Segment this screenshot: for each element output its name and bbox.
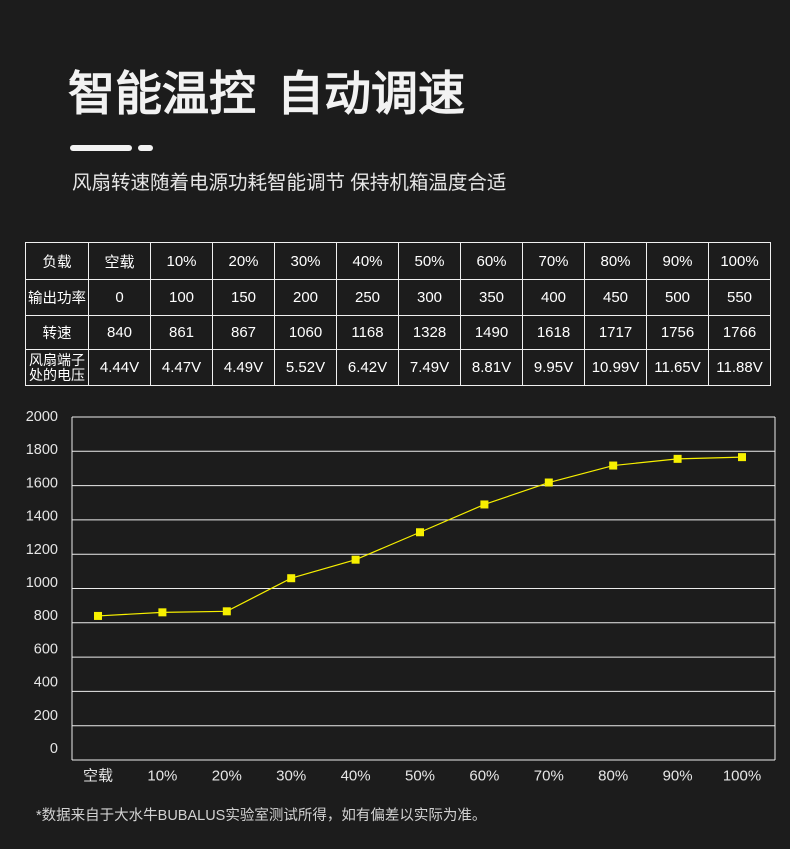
load-row: 负载 空载 10% 20% 30% 40% 50% 60% 70% 80% 90… xyxy=(25,242,771,280)
speed-cell: 1060 xyxy=(274,315,337,350)
y-tick-label: 1200 xyxy=(26,542,58,558)
power-cell: 350 xyxy=(460,279,523,316)
power-cell: 450 xyxy=(584,279,647,316)
series-line xyxy=(97,456,743,617)
speed-cell: 1328 xyxy=(398,315,461,350)
power-cell: 300 xyxy=(398,279,461,316)
data-point xyxy=(94,611,102,620)
load-cell: 空载 xyxy=(88,242,151,280)
voltage-row: 风扇端子 处的电压 4.44V 4.47V 4.49V 5.52V 6.42V … xyxy=(25,349,771,386)
data-point xyxy=(673,454,682,463)
voltage-cell: 9.95V xyxy=(522,349,585,386)
speed-cell: 861 xyxy=(150,315,213,350)
x-tick-label: 20% xyxy=(212,768,242,785)
power-cell: 500 xyxy=(646,279,709,316)
spec-table: 负载 空载 10% 20% 30% 40% 50% 60% 70% 80% 90… xyxy=(25,242,771,386)
load-cell: 100% xyxy=(708,242,771,280)
voltage-row-label: 风扇端子 处的电压 xyxy=(25,349,89,386)
speed-cell: 867 xyxy=(212,315,275,350)
voltage-cell: 7.49V xyxy=(398,349,461,386)
power-cell: 150 xyxy=(212,279,275,316)
data-point xyxy=(480,500,489,509)
y-tick-label: 0 xyxy=(50,741,58,757)
voltage-cell: 10.99V xyxy=(584,349,647,386)
voltage-cell: 4.44V xyxy=(88,349,151,386)
x-tick-label: 30% xyxy=(276,768,306,785)
y-tick-label: 2000 xyxy=(26,409,58,425)
x-tick-label: 50% xyxy=(405,768,435,785)
page-subtitle: 风扇转速随着电源功耗智能调节 保持机箱温度合适 xyxy=(72,172,507,194)
footnote: *数据来自于大水牛BUBALUS实验室测试所得，如有偏差以实际为准。 xyxy=(36,808,487,824)
speed-cell: 1618 xyxy=(522,315,585,350)
voltage-cell: 4.49V xyxy=(212,349,275,386)
power-cell: 550 xyxy=(708,279,771,316)
data-point xyxy=(351,555,360,564)
load-cell: 40% xyxy=(336,242,399,280)
y-tick-label: 1400 xyxy=(26,509,58,525)
speed-cell: 840 xyxy=(88,315,151,350)
data-point xyxy=(222,607,231,616)
x-tick-label: 60% xyxy=(469,768,499,785)
voltage-cell: 5.52V xyxy=(274,349,337,386)
x-tick-label: 空载 xyxy=(83,768,113,785)
voltage-cell: 11.88V xyxy=(708,349,771,386)
speed-cell: 1756 xyxy=(646,315,709,350)
title-underline-long xyxy=(70,145,132,151)
page-title: 智能温控 自动调速 xyxy=(68,67,466,120)
load-cell: 50% xyxy=(398,242,461,280)
load-cell: 10% xyxy=(150,242,213,280)
data-point xyxy=(738,453,746,462)
load-cell: 70% xyxy=(522,242,585,280)
speed-row: 转速 840 861 867 1060 1168 1328 1490 1618 … xyxy=(25,315,771,350)
x-tick-label: 70% xyxy=(534,768,564,785)
data-point xyxy=(416,528,424,537)
y-tick-label: 1800 xyxy=(26,442,58,458)
speed-row-label: 转速 xyxy=(25,315,89,350)
y-tick-label: 400 xyxy=(34,675,58,691)
x-tick-label: 90% xyxy=(663,768,693,785)
power-cell: 400 xyxy=(522,279,585,316)
speed-cell: 1717 xyxy=(584,315,647,350)
voltage-cell: 11.65V xyxy=(646,349,709,386)
voltage-cell: 8.81V xyxy=(460,349,523,386)
x-tick-label: 100% xyxy=(723,768,761,785)
power-cell: 250 xyxy=(336,279,399,316)
voltage-row-label-line: 风扇端子 xyxy=(29,351,85,368)
fan-speed-line-chart: 0 200 400 600 800 1000 1200 1400 1600 1800 2000 空载 1… xyxy=(26,409,776,785)
y-tick-label: 200 xyxy=(34,708,58,724)
data-point xyxy=(544,478,553,487)
load-cell: 30% xyxy=(274,242,337,280)
power-cell: 200 xyxy=(274,279,337,316)
title-underline-short xyxy=(138,145,153,151)
speed-cell: 1490 xyxy=(460,315,523,350)
load-row-label: 负载 xyxy=(25,242,89,280)
power-cell: 0 xyxy=(88,279,151,316)
y-tick-label: 1600 xyxy=(26,475,58,491)
voltage-cell: 6.42V xyxy=(336,349,399,386)
speed-cell: 1168 xyxy=(336,315,399,350)
x-tick-label: 40% xyxy=(341,768,371,785)
voltage-cell: 4.47V xyxy=(150,349,213,386)
data-point xyxy=(158,608,167,617)
y-tick-label: 1000 xyxy=(26,575,58,591)
load-cell: 90% xyxy=(646,242,709,280)
y-tick-label: 800 xyxy=(34,608,58,624)
data-point xyxy=(609,461,618,470)
power-row-label: 输出功率 xyxy=(25,279,89,316)
x-tick-label: 10% xyxy=(147,768,177,785)
data-point xyxy=(287,574,296,583)
load-cell: 80% xyxy=(584,242,647,280)
load-cell: 60% xyxy=(460,242,523,280)
power-cell: 100 xyxy=(150,279,213,316)
voltage-row-label-line: 处的电压 xyxy=(29,366,85,383)
speed-cell: 1766 xyxy=(708,315,771,350)
y-tick-label: 600 xyxy=(34,641,58,657)
load-cell: 20% xyxy=(212,242,275,280)
x-tick-label: 80% xyxy=(598,768,628,785)
power-row: 输出功率 0 100 150 200 250 300 350 400 450 5… xyxy=(25,279,771,316)
